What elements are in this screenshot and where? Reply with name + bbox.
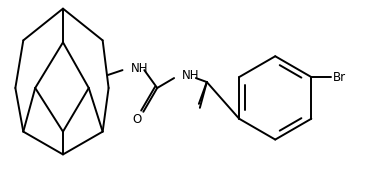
Text: O: O	[133, 113, 142, 126]
Text: NH: NH	[130, 62, 148, 75]
Text: Br: Br	[333, 71, 346, 84]
Text: NH: NH	[182, 69, 199, 82]
